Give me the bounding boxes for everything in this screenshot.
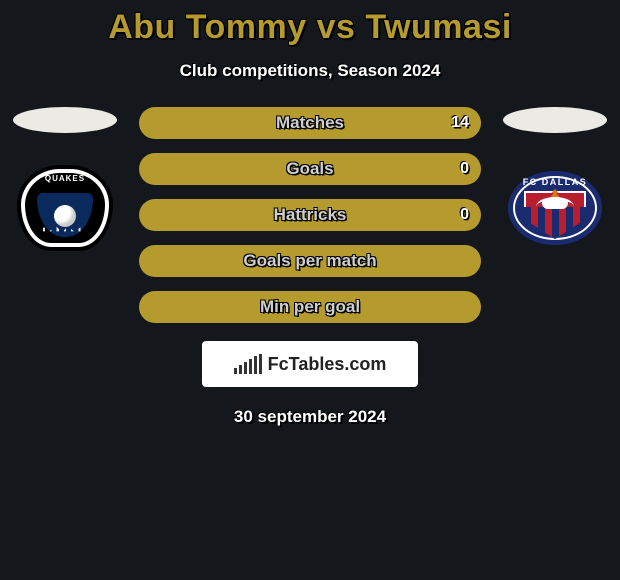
- stat-bar-goals: Goals 0: [139, 153, 481, 185]
- subtitle: Club competitions, Season 2024: [0, 61, 620, 81]
- branding-text: FcTables.com: [268, 354, 387, 375]
- stat-bar-hattricks: Hattricks 0: [139, 199, 481, 231]
- right-club-badge: FC DALLAS: [505, 163, 605, 253]
- bar-chart-icon: [234, 354, 262, 374]
- stat-right-value: 0: [460, 199, 469, 231]
- quakes-icon: QUAKES: [17, 165, 113, 251]
- stat-right-value: 14: [451, 107, 469, 139]
- stat-label: Matches: [139, 107, 481, 139]
- right-player-avatar-placeholder: [503, 107, 607, 133]
- right-club-name: FC DALLAS: [508, 177, 602, 187]
- stat-label: Min per goal: [139, 291, 481, 323]
- stat-label: Hattricks: [139, 199, 481, 231]
- stat-bars: Matches 14 Goals 0 Hattricks 0 Goals per…: [139, 107, 481, 387]
- stat-label: Goals per match: [139, 245, 481, 277]
- left-club-name: QUAKES: [17, 174, 113, 183]
- stat-bar-gpm: Goals per match: [139, 245, 481, 277]
- stat-right-value: 0: [460, 153, 469, 185]
- left-club-badge: QUAKES: [15, 163, 115, 253]
- stat-bar-mpg: Min per goal: [139, 291, 481, 323]
- stat-label: Goals: [139, 153, 481, 185]
- branding-badge: FcTables.com: [202, 341, 418, 387]
- date-footer: 30 september 2024: [0, 407, 620, 427]
- comparison-grid: QUAKES Matches 14 Goals 0: [0, 107, 620, 387]
- left-player-avatar-placeholder: [13, 107, 117, 133]
- right-player-column: FC DALLAS: [499, 107, 611, 253]
- left-player-column: QUAKES: [9, 107, 121, 253]
- page-title: Abu Tommy vs Twumasi: [0, 0, 620, 47]
- stat-bar-matches: Matches 14: [139, 107, 481, 139]
- fc-dallas-icon: FC DALLAS: [508, 171, 602, 245]
